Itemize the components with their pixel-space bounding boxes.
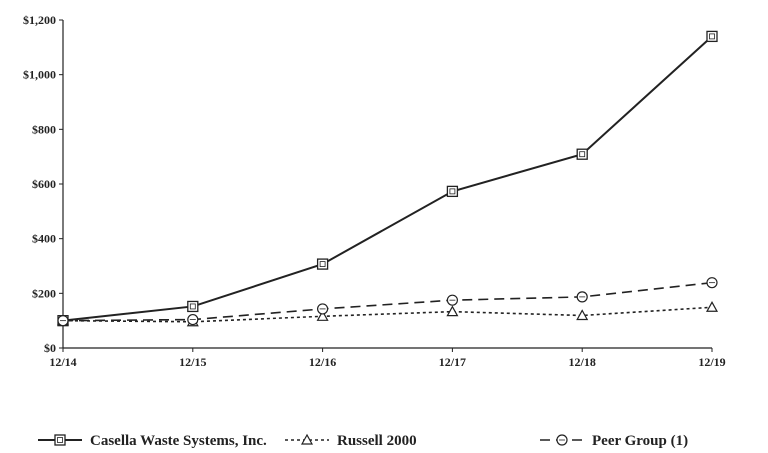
y-axis-ticks: $0 $200 $400 $600 $800 $1,000 $1,200 bbox=[23, 13, 63, 355]
y-tick-label: $600 bbox=[32, 177, 56, 191]
data-point bbox=[187, 313, 199, 326]
series-layer bbox=[56, 30, 719, 327]
x-tick-label: 12/15 bbox=[179, 355, 206, 369]
legend-marker bbox=[556, 434, 568, 446]
y-tick-label: $1,200 bbox=[23, 13, 56, 27]
x-tick-label: 12/19 bbox=[698, 355, 725, 369]
x-tick-label: 12/14 bbox=[49, 355, 76, 369]
data-point bbox=[706, 277, 718, 289]
legend-item-0: Casella Waste Systems, Inc. bbox=[38, 433, 267, 449]
legend: Casella Waste Systems, Inc. Russell 2000 P… bbox=[38, 433, 688, 449]
data-point bbox=[446, 185, 459, 198]
legend-marker bbox=[300, 433, 314, 445]
data-point bbox=[316, 310, 329, 321]
series-2 bbox=[57, 277, 718, 327]
data-point bbox=[187, 300, 199, 313]
legend-item-1: Russell 2000 bbox=[285, 433, 417, 449]
data-point bbox=[576, 291, 588, 303]
legend-label: Casella Waste Systems, Inc. bbox=[90, 433, 267, 449]
legend-marker bbox=[54, 434, 66, 446]
data-point bbox=[446, 294, 458, 306]
data-point bbox=[705, 301, 719, 312]
legend-label: Russell 2000 bbox=[337, 433, 417, 449]
data-point bbox=[576, 148, 588, 160]
y-tick-label: $200 bbox=[32, 286, 56, 300]
legend-item-2: Peer Group (1) bbox=[540, 433, 688, 449]
data-point bbox=[576, 309, 589, 321]
y-tick-label: $0 bbox=[44, 341, 56, 355]
data-point bbox=[706, 30, 718, 43]
series-line bbox=[62, 281, 713, 322]
x-tick-label: 12/16 bbox=[309, 355, 336, 369]
y-tick-label: $800 bbox=[32, 122, 56, 136]
series-0 bbox=[57, 30, 718, 327]
series-line bbox=[62, 306, 713, 323]
x-tick-label: 12/18 bbox=[569, 355, 596, 369]
series-1 bbox=[56, 301, 719, 327]
data-point bbox=[317, 303, 329, 315]
data-point bbox=[57, 315, 69, 327]
x-tick-label: 12/17 bbox=[439, 355, 466, 369]
data-point bbox=[316, 258, 329, 270]
data-point bbox=[446, 305, 459, 317]
y-tick-label: $1,000 bbox=[23, 68, 56, 82]
x-axis-ticks: 12/14 12/15 12/16 12/17 12/18 12/19 bbox=[49, 348, 726, 369]
y-tick-label: $400 bbox=[32, 232, 56, 246]
series-line bbox=[62, 35, 713, 322]
legend-label: Peer Group (1) bbox=[592, 433, 688, 449]
